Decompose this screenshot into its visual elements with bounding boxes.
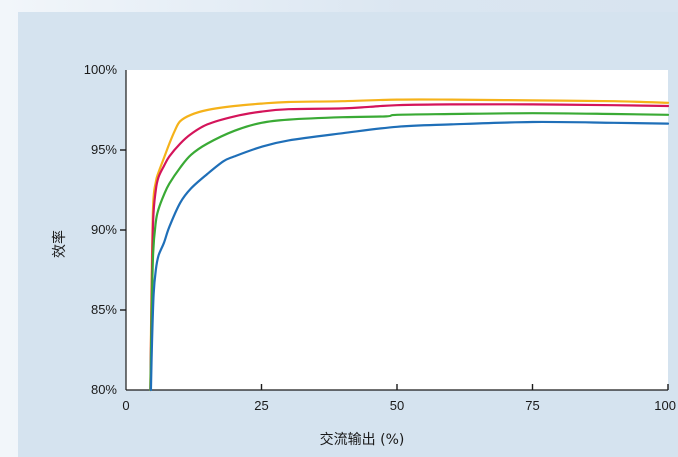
series-line-1 — [149, 98, 670, 392]
y-tick-label: 80% — [91, 382, 117, 397]
series-line-2 — [149, 103, 670, 392]
x-tick-label: 100 — [654, 398, 676, 413]
y-tick-label: 90% — [91, 222, 117, 237]
x-tick-label: 75 — [525, 398, 539, 413]
x-tick-label: 50 — [390, 398, 404, 413]
tick-labels: 80% 85% 95% 90% 100% 0 25 50 75 100 — [84, 62, 676, 413]
x-tick-label: 25 — [254, 398, 268, 413]
series-line-4 — [149, 120, 670, 392]
axes — [120, 70, 669, 391]
x-tick-label: 0 — [122, 398, 129, 413]
y-tick-label: 95% — [91, 142, 117, 157]
y-tick-label: 85% — [91, 302, 117, 317]
series-line-3 — [149, 112, 670, 392]
series-lines — [149, 98, 670, 392]
plot-area — [126, 70, 668, 390]
y-tick-label: 100% — [84, 62, 118, 77]
x-axis-label: 交流输出 (%) — [320, 431, 405, 448]
y-axis-label: 效率 — [51, 230, 68, 258]
